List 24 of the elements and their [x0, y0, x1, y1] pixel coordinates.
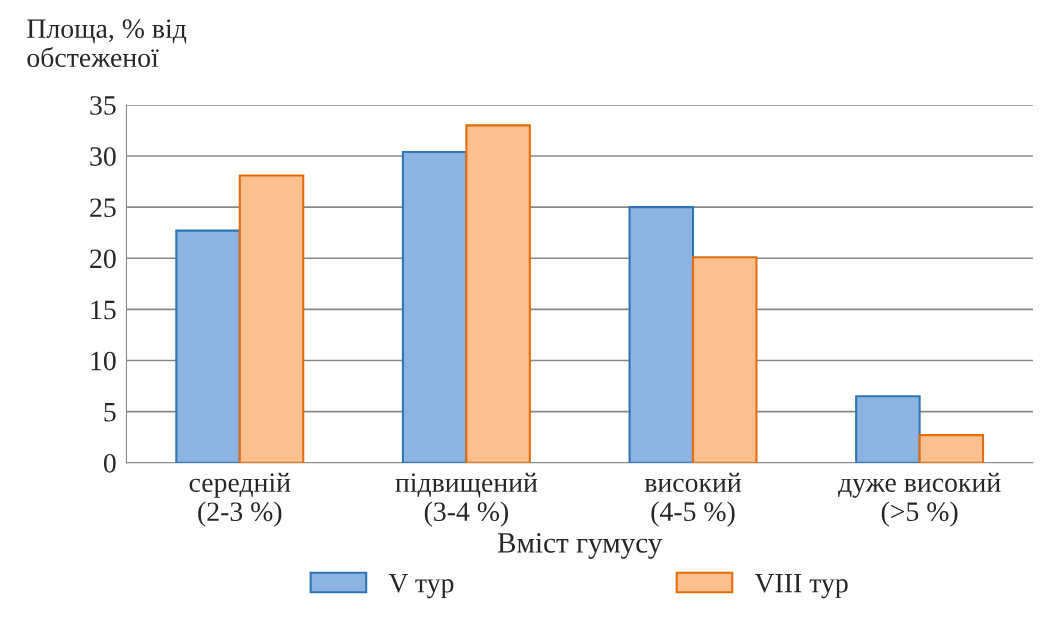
bar — [628, 206, 695, 463]
y-tick-label: 0 — [103, 453, 116, 473]
bar — [238, 174, 305, 463]
legend-label: VIII тур — [754, 573, 848, 599]
x-tick-label: підвищений (3-4 %) — [395, 472, 538, 527]
legend-label: V тур — [388, 573, 454, 599]
bar — [465, 124, 531, 463]
x-tick-label: високий (4-5 %) — [644, 472, 742, 527]
bar — [918, 434, 985, 463]
x-tick-label: середній (2-3 %) — [189, 472, 291, 527]
bar — [175, 229, 241, 463]
bar — [855, 395, 921, 463]
x-axis-title: Вміст гумусу — [497, 533, 663, 559]
y-tick-label: 5 — [104, 403, 116, 422]
y-tick-label: 35 — [90, 96, 116, 115]
y-tick-label: 25 — [90, 198, 116, 218]
y-axis-title: Площа, % від обстеженої — [27, 19, 187, 68]
y-tick-label: 10 — [91, 351, 116, 371]
bar — [691, 256, 758, 463]
bar — [401, 150, 468, 463]
y-tick-label: 15 — [91, 300, 116, 320]
x-tick-label: дуже високий (>5 %) — [838, 472, 1001, 527]
y-tick-label: 20 — [90, 249, 116, 269]
y-tick-label: 30 — [90, 147, 116, 166]
